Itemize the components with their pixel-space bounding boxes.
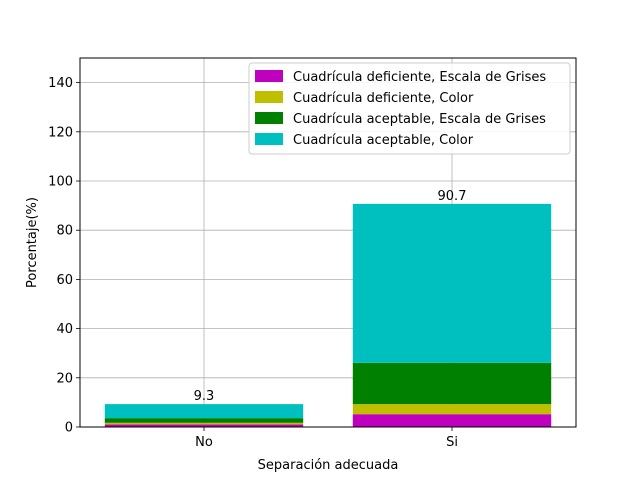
legend: Cuadrícula deficiente, Escala de Grises C… xyxy=(248,62,571,155)
data-labels: 9.3 90.7 xyxy=(194,189,467,404)
legend-entry-label: Cuadrícula deficiente, Escala de Grises xyxy=(293,70,546,85)
y-axis-label: Porcentaje(%) xyxy=(25,197,40,288)
bar-segment xyxy=(104,404,304,419)
x-tick-label: Si xyxy=(446,435,458,450)
bar-total-label: 9.3 xyxy=(194,389,215,404)
bar-total-label: 90.7 xyxy=(438,189,467,204)
legend-entry-label: Cuadrícula aceptable, Color xyxy=(293,133,474,148)
bars xyxy=(104,203,552,427)
y-tick-label: 20 xyxy=(56,371,73,386)
bar-segment xyxy=(104,424,304,427)
y-axis-ticks: 0 20 40 60 80 100 120 140 xyxy=(48,76,80,436)
y-tick-label: 40 xyxy=(56,322,73,337)
x-axis-label: Separación adecuada xyxy=(258,458,399,473)
bar-segment xyxy=(104,418,304,423)
y-tick-label: 80 xyxy=(56,224,73,239)
y-tick-label: 0 xyxy=(65,421,73,436)
bar-segment xyxy=(352,362,552,405)
legend-swatch xyxy=(255,91,283,103)
legend-box xyxy=(248,62,571,155)
x-tick-label: No xyxy=(195,435,213,450)
plot-frame xyxy=(79,57,577,428)
legend-entry-label: Cuadrícula deficiente, Color xyxy=(293,91,474,106)
y-tick-label: 100 xyxy=(48,175,73,190)
y-tick-label: 140 xyxy=(48,76,73,91)
bar-segment xyxy=(352,414,552,427)
bar-segment xyxy=(352,203,552,363)
y-tick-label: 120 xyxy=(48,125,73,140)
legend-swatch xyxy=(255,112,283,124)
bar-segment xyxy=(352,404,552,415)
legend-entry-label: Cuadrícula aceptable, Escala de Grises xyxy=(293,112,546,127)
legend-swatch xyxy=(255,133,283,145)
y-tick-label: 60 xyxy=(56,273,73,288)
x-axis-ticks: No Si xyxy=(195,427,458,450)
bar-segment xyxy=(104,422,304,425)
legend-swatch xyxy=(255,70,283,82)
